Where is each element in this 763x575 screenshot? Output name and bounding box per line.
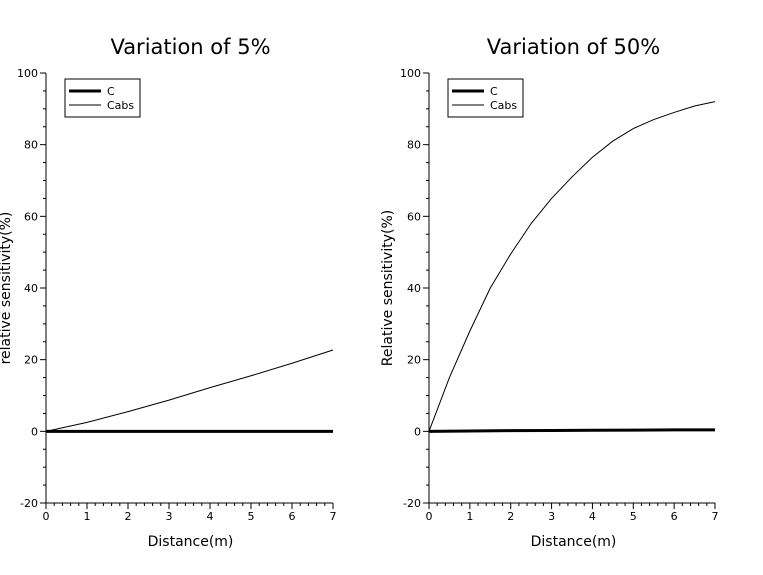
left-legend-label-cabs: Cabs	[107, 99, 134, 112]
left-y-tick-label: 40	[24, 282, 38, 295]
right-x-axis-label: Distance(m)	[531, 534, 617, 550]
right-x-tick-label: 3	[548, 510, 555, 523]
left-series-cabs-line	[45, 349, 334, 432]
left-legend-box	[64, 78, 141, 118]
left-x-tick-label: 6	[289, 510, 296, 523]
left-y-axis-label: relative sensitivity(%)	[0, 212, 14, 365]
right-x-tick-label: 4	[589, 510, 596, 523]
left-x-tick-label: 3	[166, 510, 173, 523]
right-series-cabs-line	[428, 101, 716, 432]
right-chart-panel: Variation of 50% Distance(m) Relative se…	[380, 35, 719, 550]
left-y-tick-label: 0	[31, 425, 38, 438]
right-y-axis-label: Relative sensitivity(%)	[380, 210, 396, 366]
right-legend-label-c: C	[490, 85, 498, 98]
left-y-tick-label: -20	[20, 497, 38, 510]
right-legend-box	[447, 78, 524, 118]
left-x-axis-label: Distance(m)	[148, 534, 234, 550]
right-chart-title: Variation of 50%	[487, 35, 660, 59]
left-x-tick-label: 4	[207, 510, 214, 523]
left-x-tick-label: 1	[84, 510, 91, 523]
right-legend-label-cabs: Cabs	[490, 99, 517, 112]
right-y-tick-label: 80	[407, 139, 421, 152]
left-chart-title: Variation of 5%	[110, 35, 270, 59]
right-y-tick-label: -20	[403, 497, 421, 510]
left-x-tick-label: 0	[43, 510, 50, 523]
right-x-tick-label: 0	[426, 510, 433, 523]
left-legend-label-c: C	[107, 85, 115, 98]
right-x-tick-label: 2	[507, 510, 514, 523]
right-y-tick-label: 100	[400, 67, 421, 80]
right-y-tick-label: 20	[407, 354, 421, 367]
right-y-tick-label: 0	[414, 425, 421, 438]
left-x-tick-label: 2	[125, 510, 132, 523]
left-chart-panel: Variation of 5% Distance(m) relative sen…	[0, 35, 337, 550]
right-x-tick-label: 7	[712, 510, 719, 523]
right-x-tick-label: 5	[630, 510, 637, 523]
right-y-tick-label: 40	[407, 282, 421, 295]
left-y-tick-label: 80	[24, 139, 38, 152]
left-y-tick-label: 20	[24, 354, 38, 367]
left-y-tick-label: 60	[24, 210, 38, 223]
right-x-tick-label: 6	[671, 510, 678, 523]
right-y-tick-label: 60	[407, 210, 421, 223]
left-x-tick-label: 7	[330, 510, 337, 523]
left-y-tick-label: 100	[17, 67, 38, 80]
left-x-tick-label: 5	[248, 510, 255, 523]
right-x-tick-label: 1	[466, 510, 473, 523]
right-series-c-line	[428, 428, 715, 433]
